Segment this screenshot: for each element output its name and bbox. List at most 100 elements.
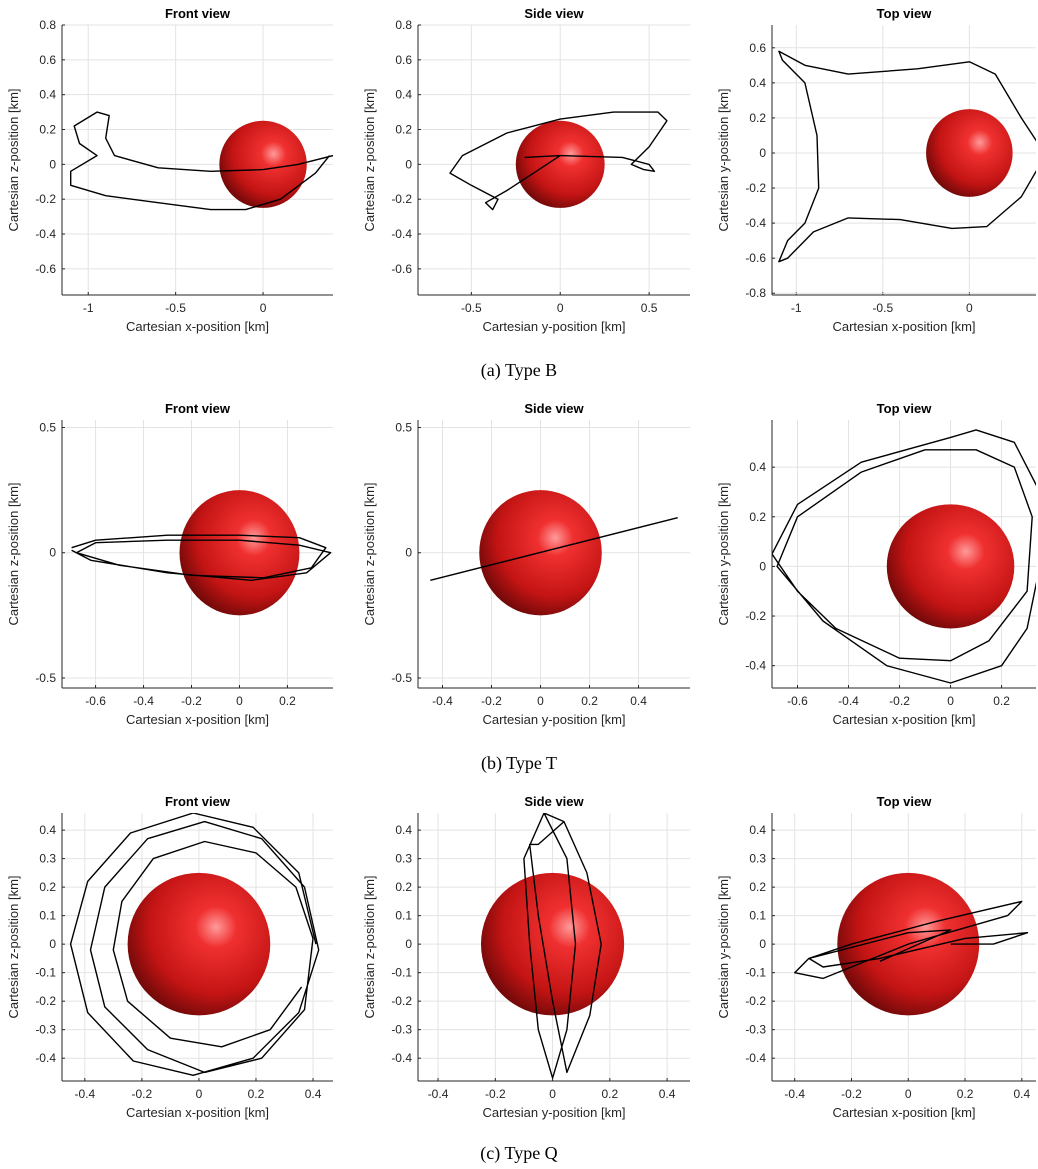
x-tick-label: -0.2 bbox=[481, 694, 502, 708]
plot-area bbox=[71, 112, 333, 210]
chart-title: Front view bbox=[165, 6, 231, 21]
y-tick-label: 0.3 bbox=[395, 852, 412, 866]
chart-title: Top view bbox=[877, 794, 933, 809]
y-tick-label: -0.5 bbox=[391, 671, 412, 685]
chart-title: Top view bbox=[877, 6, 933, 21]
y-tick-label: 0.3 bbox=[39, 852, 56, 866]
y-tick-label: -0.3 bbox=[35, 1023, 56, 1037]
y-tick-label: 0.1 bbox=[39, 909, 56, 923]
y-tick-label: -0.3 bbox=[745, 1023, 766, 1037]
chart-title: Side view bbox=[524, 6, 584, 21]
y-tick-label: -0.4 bbox=[745, 1051, 766, 1065]
chart-title: Side view bbox=[524, 401, 584, 416]
x-tick-label: -0.4 bbox=[432, 694, 453, 708]
y-tick-label: 0 bbox=[49, 937, 56, 951]
y-axis-label: Cartesian z-position [km] bbox=[6, 88, 21, 231]
x-axis-label: Cartesian x-position [km] bbox=[126, 319, 269, 334]
caption: (b) Type T bbox=[481, 753, 557, 774]
asteroid bbox=[516, 121, 605, 208]
y-tick-label: -0.4 bbox=[35, 227, 56, 241]
asteroid bbox=[180, 490, 300, 615]
y-tick-label: -0.2 bbox=[745, 609, 766, 623]
y-tick-label: 0.1 bbox=[749, 909, 766, 923]
y-tick-label: 0.4 bbox=[39, 88, 56, 102]
y-tick-label: 0.2 bbox=[749, 880, 766, 894]
y-tick-label: -0.2 bbox=[745, 181, 766, 195]
y-tick-label: -0.2 bbox=[35, 192, 56, 206]
y-axis-label: Cartesian y-position [km] bbox=[716, 875, 731, 1018]
y-tick-label: 0.8 bbox=[39, 18, 56, 32]
page: {"captions": ["(a) Type B", "(b) Type T"… bbox=[0, 0, 1038, 1169]
x-axis-label: Cartesian x-position [km] bbox=[126, 712, 269, 727]
y-tick-label: -0.4 bbox=[35, 1051, 56, 1065]
chart-title: Front view bbox=[165, 401, 231, 416]
chart-title: Top view bbox=[877, 401, 933, 416]
x-axis-label: Cartesian y-position [km] bbox=[482, 319, 625, 334]
x-tick-label: -0.4 bbox=[428, 1087, 449, 1101]
x-tick-label: 0 bbox=[236, 694, 243, 708]
x-tick-label: 0 bbox=[557, 301, 564, 315]
plot-area bbox=[450, 112, 667, 210]
y-tick-label: 0.2 bbox=[395, 123, 412, 137]
y-tick-label: 0 bbox=[405, 546, 412, 560]
x-tick-label: 0.2 bbox=[248, 1087, 265, 1101]
y-tick-label: 0 bbox=[49, 157, 56, 171]
y-tick-label: 0.5 bbox=[395, 421, 412, 435]
x-tick-label: -0.4 bbox=[133, 694, 154, 708]
y-tick-label: 0 bbox=[759, 937, 766, 951]
x-tick-label: 0.2 bbox=[957, 1087, 974, 1101]
y-tick-label: 0.6 bbox=[39, 53, 56, 67]
y-tick-label: 0 bbox=[49, 546, 56, 560]
x-tick-label: -0.2 bbox=[181, 694, 202, 708]
y-tick-label: 0 bbox=[759, 146, 766, 160]
y-tick-label: -0.2 bbox=[745, 994, 766, 1008]
y-tick-label: 0.5 bbox=[39, 421, 56, 435]
x-axis-label: Cartesian x-position [km] bbox=[832, 1105, 975, 1120]
x-tick-label: 0 bbox=[260, 301, 267, 315]
x-tick-label: 0.4 bbox=[659, 1087, 676, 1101]
x-tick-label: -0.5 bbox=[165, 301, 186, 315]
x-axis-label: Cartesian x-position [km] bbox=[126, 1105, 269, 1120]
y-tick-label: -0.6 bbox=[745, 251, 766, 265]
x-tick-label: -0.6 bbox=[85, 694, 106, 708]
y-axis-label: Cartesian y-position [km] bbox=[716, 482, 731, 625]
y-tick-label: -0.3 bbox=[391, 1023, 412, 1037]
y-tick-label: -0.4 bbox=[745, 659, 766, 673]
caption: (a) Type B bbox=[481, 360, 557, 381]
y-tick-label: 0.1 bbox=[395, 909, 412, 923]
y-tick-label: 0.4 bbox=[749, 76, 766, 90]
x-tick-label: -1 bbox=[791, 301, 802, 315]
x-tick-label: 0 bbox=[947, 694, 954, 708]
asteroid bbox=[128, 873, 271, 1016]
y-tick-label: 0.4 bbox=[749, 460, 766, 474]
y-tick-label: 0.6 bbox=[395, 53, 412, 67]
x-tick-label: -0.2 bbox=[841, 1087, 862, 1101]
x-axis-label: Cartesian x-position [km] bbox=[832, 712, 975, 727]
x-tick-label: 0 bbox=[549, 1087, 556, 1101]
chart-title: Side view bbox=[524, 794, 584, 809]
y-tick-label: 0.6 bbox=[749, 41, 766, 55]
y-axis-label: Cartesian z-position [km] bbox=[6, 875, 21, 1018]
chart-title: Front view bbox=[165, 794, 231, 809]
y-tick-label: -0.4 bbox=[745, 216, 766, 230]
y-tick-label: -0.6 bbox=[35, 262, 56, 276]
x-tick-label: -0.4 bbox=[838, 694, 859, 708]
y-tick-label: 0.2 bbox=[39, 123, 56, 137]
y-tick-label: 0.8 bbox=[395, 18, 412, 32]
x-tick-label: -0.2 bbox=[485, 1087, 506, 1101]
x-tick-label: 0 bbox=[905, 1087, 912, 1101]
x-tick-label: -0.5 bbox=[461, 301, 482, 315]
x-tick-label: 0.2 bbox=[601, 1087, 618, 1101]
x-tick-label: -0.4 bbox=[74, 1087, 95, 1101]
asteroid bbox=[481, 873, 624, 1016]
x-tick-label: -0.5 bbox=[872, 301, 893, 315]
y-tick-label: 0 bbox=[405, 937, 412, 951]
y-tick-label: 0.4 bbox=[749, 823, 766, 837]
y-tick-label: -0.2 bbox=[35, 994, 56, 1008]
y-tick-label: 0.3 bbox=[749, 852, 766, 866]
y-tick-label: 0.2 bbox=[39, 880, 56, 894]
x-tick-label: -0.2 bbox=[889, 694, 910, 708]
x-tick-label: 0.2 bbox=[993, 694, 1010, 708]
y-axis-label: Cartesian y-position [km] bbox=[716, 88, 731, 231]
x-tick-label: 0 bbox=[966, 301, 973, 315]
